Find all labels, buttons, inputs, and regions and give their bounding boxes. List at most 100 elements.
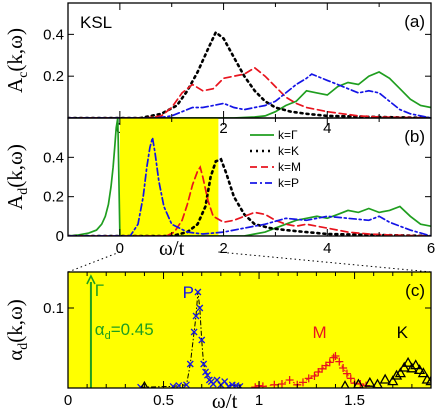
label-K: K xyxy=(397,323,409,342)
axes-frame xyxy=(67,2,432,119)
label-M: M xyxy=(313,323,327,342)
marker-K-8 xyxy=(390,369,403,380)
marker-K-17 xyxy=(425,375,431,386)
marker-K-1 xyxy=(140,380,149,388)
marker-P-9 xyxy=(196,304,204,312)
panel-b: 0 0.2 0.4 0 2 4 6 (b) Ad(k,ω) ω/t k=Γ k=K k=M k=P xyxy=(3,117,435,260)
panel-c: 0.1 0 0.5 1 1.5 (c) αd(k,ω) ω/t Γαd=0.45 P M K xyxy=(3,271,432,413)
marker-P-11 xyxy=(200,360,208,368)
legend-box xyxy=(246,127,322,193)
marker-P-19 xyxy=(221,378,229,386)
series-line-3 xyxy=(68,66,431,118)
y-axis-label: Ac(k,ω) xyxy=(3,28,31,93)
series-line-4 xyxy=(68,73,431,118)
panel-a: 0.2 0.4 0 2 4 (a) Ac(k,ω) KSL xyxy=(3,2,432,137)
series-line-3 xyxy=(68,165,431,236)
marker-K-13 xyxy=(410,359,422,370)
x-axis-label: ω/t xyxy=(159,236,185,260)
marker-M-3 xyxy=(258,382,267,388)
marker-M-9 xyxy=(304,374,313,383)
x-tick-label: 0 xyxy=(64,392,72,409)
connector-left xyxy=(67,251,121,273)
marker-K-10 xyxy=(398,361,410,372)
x-tick-label: 4 xyxy=(323,120,331,137)
plot-area xyxy=(137,288,431,388)
gamma-label: Γ xyxy=(95,281,104,300)
legend-item-3: k=M xyxy=(278,160,301,174)
marker-M-1 xyxy=(251,383,260,388)
legend-item-1: k=Γ xyxy=(278,128,298,142)
marker-K-14 xyxy=(413,364,426,375)
marker-M-14 xyxy=(325,358,334,367)
label-P: P xyxy=(183,283,194,302)
panel-label: (a) xyxy=(404,12,425,31)
marker-K-4 xyxy=(364,376,376,387)
series-line-4 xyxy=(68,137,431,236)
y-axis-label: Ad(k,ω) xyxy=(3,144,31,210)
marker-M-17 xyxy=(335,357,344,366)
panel-label: (b) xyxy=(404,127,425,146)
marker-P-12 xyxy=(202,368,210,376)
marker-P-7 xyxy=(192,312,200,320)
marker-M-18 xyxy=(339,364,348,372)
legend-item-4: k=P xyxy=(278,176,299,190)
axes-frame xyxy=(67,271,432,389)
series-line-1 xyxy=(68,71,431,118)
marker-P-6 xyxy=(190,328,198,336)
marker-M-10 xyxy=(310,372,319,380)
x-tick-label: 2 xyxy=(219,120,227,137)
marker-P-8 xyxy=(194,288,202,296)
marker-P-10 xyxy=(198,336,206,344)
x-tick-label: 1.5 xyxy=(344,392,365,409)
series-line-2 xyxy=(68,30,431,118)
x-tick-label: 4 xyxy=(323,240,331,257)
marker-M-20 xyxy=(346,374,355,383)
series-line-1 xyxy=(68,118,431,236)
marker-P-5 xyxy=(186,360,194,368)
series-M-line xyxy=(255,355,367,388)
marker-P-2 xyxy=(169,382,177,388)
y-tick-label: 0.1 xyxy=(43,300,64,317)
x-axis-label: ω/t xyxy=(212,389,238,413)
marker-M-8 xyxy=(298,378,307,387)
alpha-value-label: αd=0.45 xyxy=(95,320,154,342)
marker-M-15 xyxy=(329,353,338,362)
y-tick-label: 0.2 xyxy=(43,189,64,206)
panel-background xyxy=(68,272,431,388)
marker-K-11 xyxy=(402,356,414,367)
legend: k=Γ k=K k=M k=P xyxy=(246,127,322,193)
marker-P-4 xyxy=(182,381,190,388)
marker-K-2 xyxy=(340,380,350,388)
marker-P-13 xyxy=(204,371,211,379)
x-tick-label: 2 xyxy=(219,240,227,257)
marker-K-15 xyxy=(417,367,429,378)
y-tick-label: 0.4 xyxy=(43,149,64,166)
marker-P-20 xyxy=(225,382,232,388)
marker-K-12 xyxy=(406,362,418,373)
y-tick-label: 0.2 xyxy=(43,68,64,85)
marker-K-6 xyxy=(379,373,391,384)
x-tick-label: 6 xyxy=(427,240,435,257)
zoom-connector-lines xyxy=(67,251,432,273)
marker-M-6 xyxy=(285,376,294,384)
chart-title: KSL xyxy=(80,13,112,32)
panel-label: (c) xyxy=(405,281,425,300)
gamma-arrow-head xyxy=(86,274,96,285)
y-tick-label: 0 xyxy=(56,228,64,245)
x-tick-label: 0 xyxy=(116,240,124,257)
marker-M-5 xyxy=(277,380,286,388)
x-tick-label: 0.5 xyxy=(153,392,174,409)
plot-area xyxy=(68,118,431,236)
marker-M-19 xyxy=(342,369,351,378)
x-tick-label: 0 xyxy=(116,120,124,137)
legend-item-2: k=K xyxy=(278,144,299,158)
marker-M-16 xyxy=(331,352,340,360)
marker-K-9 xyxy=(394,367,407,378)
x-tick-label: 1 xyxy=(255,392,263,409)
marker-P-17 xyxy=(213,376,221,384)
axes-frame xyxy=(67,117,432,237)
plot-area xyxy=(68,30,431,118)
y-tick-label: 0.4 xyxy=(43,26,64,43)
y-axis-label: αd(k,ω) xyxy=(3,299,31,361)
